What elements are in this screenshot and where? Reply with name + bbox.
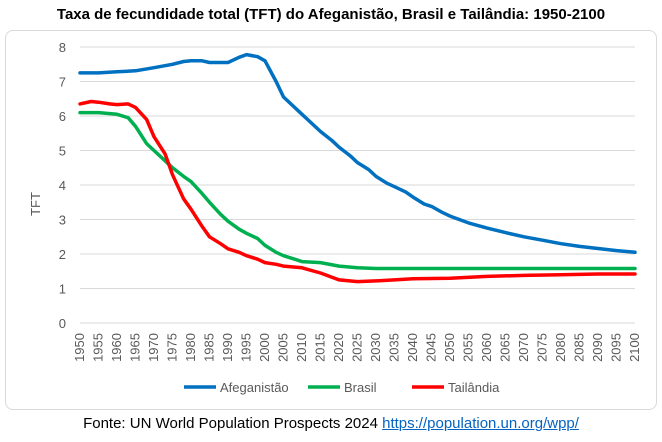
x-tick-label: 2075 bbox=[535, 333, 550, 362]
x-tick-label: 2055 bbox=[461, 333, 476, 362]
x-tick-label: 2095 bbox=[609, 333, 624, 362]
series-lines bbox=[78, 52, 637, 284]
x-tick-label: 1955 bbox=[91, 333, 106, 362]
y-tick-label: 3 bbox=[59, 213, 66, 228]
y-tick-label: 2 bbox=[59, 247, 66, 262]
series-line-brasil bbox=[78, 110, 637, 271]
y-axis-label: TFT bbox=[28, 192, 43, 216]
gridlines bbox=[80, 46, 635, 324]
y-tick-label: 7 bbox=[59, 75, 66, 90]
legend-label: Brasil bbox=[344, 380, 377, 395]
x-tick-label: 2030 bbox=[368, 333, 383, 362]
y-tick-label: 6 bbox=[59, 109, 66, 124]
x-tick-label: 2040 bbox=[405, 333, 420, 362]
x-tick-label: 1960 bbox=[109, 333, 124, 362]
x-tick-label: 1995 bbox=[239, 333, 254, 362]
series-line-tailândia bbox=[78, 99, 637, 284]
series-line-afeganistão bbox=[78, 52, 637, 255]
x-tick-label: 2020 bbox=[331, 333, 346, 362]
x-tick-label: 1975 bbox=[165, 333, 180, 362]
x-tick-label: 1970 bbox=[146, 333, 161, 362]
x-tick-label: 2060 bbox=[479, 333, 494, 362]
x-tick-label: 2025 bbox=[350, 333, 365, 362]
x-tick-label: 2080 bbox=[553, 333, 568, 362]
x-tick-label: 2070 bbox=[516, 333, 531, 362]
y-tick-label: 8 bbox=[59, 40, 66, 55]
x-tick-label: 2090 bbox=[590, 333, 605, 362]
y-tick-label: 5 bbox=[59, 144, 66, 159]
x-axis-ticks: 1950 1955 1960 1965 1970 1975 1980 1985 1990 1995… bbox=[72, 333, 642, 362]
x-tick-label: 2005 bbox=[276, 333, 291, 362]
y-tick-label: 4 bbox=[59, 178, 66, 193]
x-tick-label: 2010 bbox=[294, 333, 309, 362]
x-tick-label: 2085 bbox=[572, 333, 587, 362]
x-tick-label: 1980 bbox=[183, 333, 198, 362]
x-tick-label: 2015 bbox=[313, 333, 328, 362]
x-tick-label: 1965 bbox=[128, 333, 143, 362]
x-tick-label: 1990 bbox=[220, 333, 235, 362]
y-tick-label: 0 bbox=[59, 316, 66, 331]
x-tick-label: 1950 bbox=[72, 333, 87, 362]
x-tick-label: 2035 bbox=[387, 333, 402, 362]
x-tick-label: 2050 bbox=[442, 333, 457, 362]
source-footer: Fonte: UN World Population Prospects 202… bbox=[0, 415, 662, 432]
source-link[interactable]: https://population.un.org/wpp/ bbox=[382, 415, 579, 432]
legend-label: Afeganistão bbox=[220, 380, 289, 395]
x-tick-label: 2000 bbox=[257, 333, 272, 362]
y-axis-ticks: 0 1 2 3 4 5 6 7 8 bbox=[59, 40, 66, 331]
legend: Afeganistão Brasil Tailândia bbox=[184, 380, 500, 395]
x-tick-label: 2065 bbox=[498, 333, 513, 362]
source-text: Fonte: UN World Population Prospects 202… bbox=[83, 415, 383, 432]
chart-title: Taxa de fecundidade total (TFT) do Afega… bbox=[56, 6, 606, 23]
x-tick-label: 2100 bbox=[627, 333, 642, 362]
legend-label: Tailândia bbox=[448, 380, 500, 395]
y-tick-label: 1 bbox=[59, 282, 66, 297]
x-tick-label: 2045 bbox=[424, 333, 439, 362]
x-tick-label: 1985 bbox=[202, 333, 217, 362]
